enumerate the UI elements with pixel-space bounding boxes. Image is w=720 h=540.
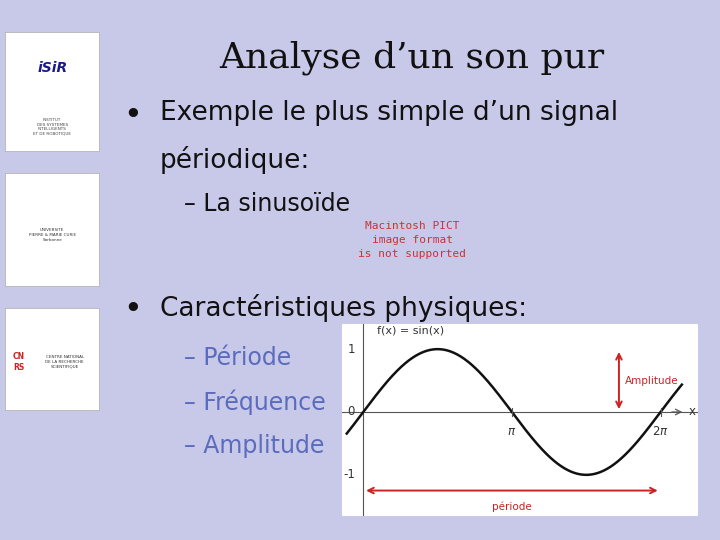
Text: 0: 0 — [347, 406, 355, 419]
Text: INSTITUT
DES SYSTEMES
INTELLIGENTS
ET DE ROBOTIQUE: INSTITUT DES SYSTEMES INTELLIGENTS ET DE… — [33, 118, 71, 136]
Bar — [5, 32, 99, 151]
Text: Amplitude: Amplitude — [625, 375, 678, 386]
Text: -1: -1 — [343, 468, 355, 481]
Text: f(x) = sin(x): f(x) = sin(x) — [377, 325, 444, 335]
Text: $\pi$: $\pi$ — [508, 424, 516, 437]
Text: – Fréquence: – Fréquence — [184, 390, 326, 415]
Text: Caractéristiques physiques:: Caractéristiques physiques: — [160, 294, 527, 322]
Text: •: • — [123, 100, 142, 131]
Text: Analyse d’un son pur: Analyse d’un son pur — [220, 40, 605, 75]
Text: $2\pi$: $2\pi$ — [652, 424, 669, 437]
Text: 1: 1 — [347, 343, 355, 356]
Text: x: x — [689, 406, 696, 419]
Text: Macintosh PICT
image format
is not supported: Macintosh PICT image format is not suppo… — [359, 221, 467, 259]
Text: – La sinusoïde: – La sinusoïde — [184, 192, 351, 215]
Text: iSiR: iSiR — [37, 60, 67, 75]
Text: UNIVERSITE
PIERRE & MARIE CURIE
Sorbonne: UNIVERSITE PIERRE & MARIE CURIE Sorbonne — [29, 228, 76, 241]
Text: – Amplitude: – Amplitude — [184, 434, 325, 458]
Text: Exemple le plus simple d’un signal: Exemple le plus simple d’un signal — [160, 100, 618, 126]
Bar — [5, 308, 99, 410]
Text: CENTRE NATIONAL
DE LA RECHERCHE
SCIENTIFIQUE: CENTRE NATIONAL DE LA RECHERCHE SCIENTIF… — [45, 355, 84, 368]
Text: •: • — [123, 294, 142, 325]
Bar — [5, 173, 99, 286]
Text: – Période: – Période — [184, 346, 292, 369]
Text: périodique:: périodique: — [160, 146, 310, 174]
Text: période: période — [492, 501, 532, 512]
Text: CN
RS: CN RS — [13, 352, 25, 372]
